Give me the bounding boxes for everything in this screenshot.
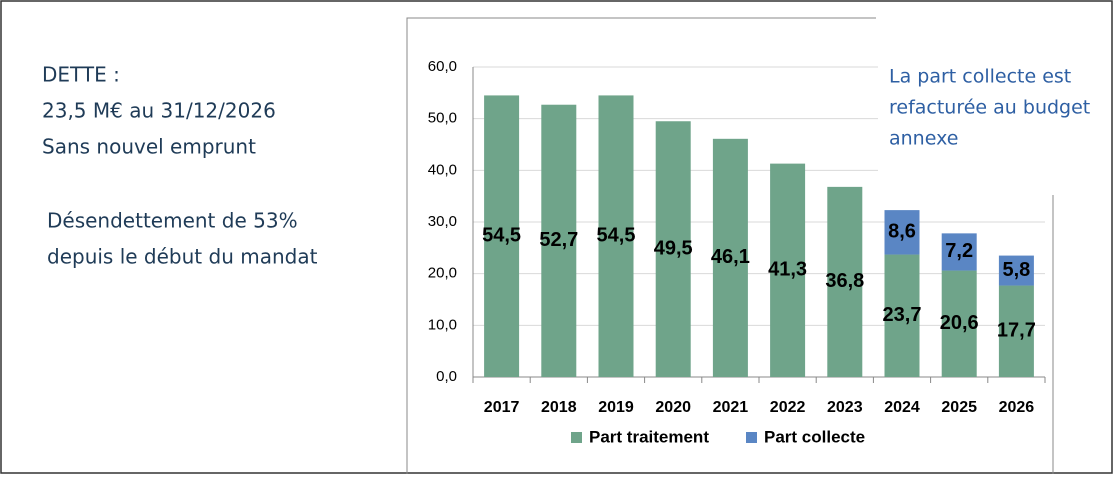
side-text: DETTE : bbox=[42, 63, 120, 87]
bar-segment bbox=[998, 285, 1034, 377]
x-tick-label: 2024 bbox=[884, 399, 920, 416]
value-label: 23,7 bbox=[883, 304, 922, 326]
legend-swatch bbox=[746, 432, 757, 443]
value-label: 36,8 bbox=[825, 270, 864, 292]
x-tick-label: 2018 bbox=[541, 399, 577, 416]
x-tick-label: 2019 bbox=[598, 399, 634, 416]
x-tick-label: 2020 bbox=[655, 399, 691, 416]
y-tick-label: 0,0 bbox=[436, 368, 457, 385]
y-tick-label: 10,0 bbox=[428, 316, 457, 333]
value-label: 54,5 bbox=[597, 224, 636, 246]
side-text: depuis le début du mandat bbox=[47, 245, 318, 269]
y-tick-label: 20,0 bbox=[428, 265, 457, 282]
annotation-box bbox=[878, 55, 1110, 193]
value-label: 20,6 bbox=[940, 312, 979, 334]
x-tick-label: 2026 bbox=[999, 399, 1035, 416]
y-tick-label: 40,0 bbox=[428, 161, 457, 178]
annotation: refacturée au budget bbox=[889, 97, 1090, 119]
y-tick-label: 60,0 bbox=[428, 58, 457, 75]
value-label: 5,8 bbox=[1002, 259, 1030, 281]
bar-segment bbox=[655, 121, 691, 377]
bar-segment bbox=[598, 95, 634, 378]
value-label: 49,5 bbox=[654, 237, 693, 259]
value-label: 41,3 bbox=[768, 259, 807, 281]
bar-segment bbox=[941, 233, 977, 271]
legend-label: Part traitement bbox=[589, 427, 709, 446]
value-label: 17,7 bbox=[997, 320, 1036, 342]
legend-label: Part collecte bbox=[764, 427, 865, 446]
bar-segment bbox=[770, 163, 806, 377]
value-label: 8,6 bbox=[888, 221, 916, 243]
bar-segment bbox=[541, 104, 577, 377]
x-tick-label: 2017 bbox=[484, 399, 520, 416]
side-text: Sans nouvel emprunt bbox=[42, 135, 256, 159]
side-text: 23,5 M€ au 31/12/2026 bbox=[42, 99, 276, 123]
bar-segment bbox=[884, 210, 920, 255]
side-text: Désendettement de 53% bbox=[47, 209, 298, 233]
legend-swatch bbox=[571, 432, 582, 443]
x-tick-label: 2021 bbox=[713, 399, 749, 416]
value-label: 46,1 bbox=[711, 246, 750, 268]
annotation: annexe bbox=[889, 128, 958, 150]
bar-segment bbox=[998, 255, 1034, 286]
y-tick-label: 30,0 bbox=[428, 213, 457, 230]
value-label: 54,5 bbox=[482, 224, 521, 246]
bar-segment bbox=[712, 138, 748, 377]
bar-segment bbox=[884, 254, 920, 377]
x-tick-label: 2022 bbox=[770, 399, 806, 416]
chart-border bbox=[406, 17, 876, 474]
y-tick-label: 50,0 bbox=[428, 110, 457, 127]
bar-segment bbox=[484, 95, 520, 378]
annotation: La part collecte est bbox=[889, 66, 1071, 88]
bar-segment bbox=[941, 270, 977, 377]
x-tick-label: 2023 bbox=[827, 399, 863, 416]
bar-segment bbox=[827, 186, 863, 377]
value-label: 7,2 bbox=[945, 240, 973, 262]
value-label: 52,7 bbox=[539, 229, 578, 251]
x-tick-label: 2025 bbox=[941, 399, 977, 416]
